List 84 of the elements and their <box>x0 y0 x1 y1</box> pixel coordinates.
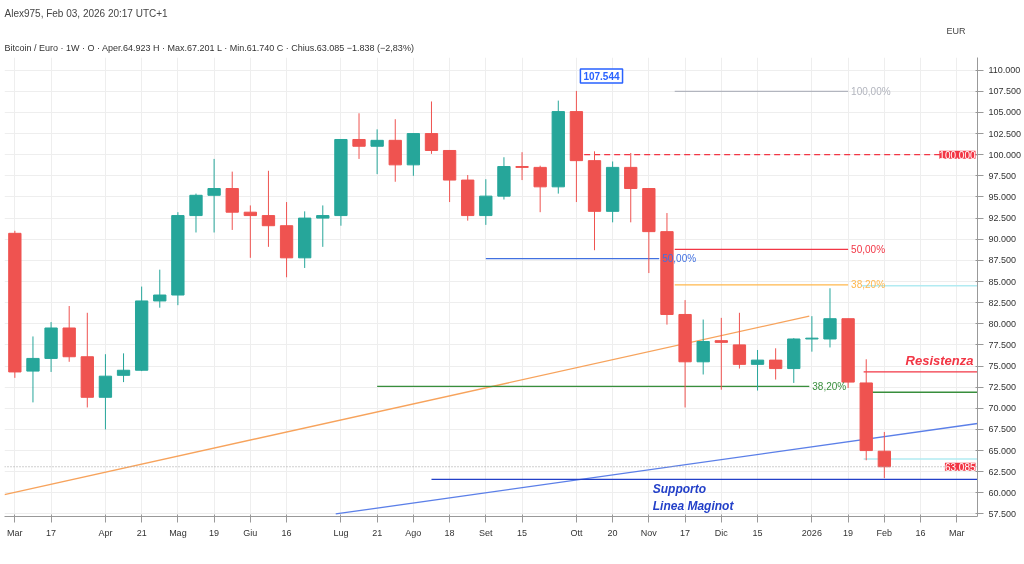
candlestick <box>225 171 239 231</box>
x-tick-label: 15 <box>517 527 528 538</box>
y-tick-label: 80.000 <box>988 318 1017 329</box>
y-tick-label: 57.500 <box>988 508 1017 519</box>
candlestick <box>207 158 221 233</box>
candlestick <box>116 352 131 383</box>
annotation: 100.000 <box>939 149 976 161</box>
y-tick-label: 62.500 <box>988 466 1017 477</box>
candlestick <box>189 193 203 233</box>
y-tick-label: 100.000 <box>988 149 1022 160</box>
candlestick <box>153 269 167 309</box>
series-label: 38,20% <box>812 380 847 392</box>
candlestick <box>370 128 384 175</box>
annotation: 107.544 <box>583 70 620 82</box>
candlestick <box>243 204 257 259</box>
y-tick-label: 70.000 <box>988 403 1017 414</box>
y-tick-label: 90.000 <box>988 234 1017 245</box>
y-tick-label: 65.000 <box>988 445 1017 456</box>
candlestick <box>732 312 747 370</box>
series-label: Resistenza <box>905 352 974 368</box>
x-tick-label: 2026 <box>801 527 822 538</box>
candlestick <box>424 100 439 155</box>
candlestick <box>805 315 819 353</box>
candlestick <box>26 335 40 403</box>
y-tick-label: 60.000 <box>988 487 1017 498</box>
y-tick-label: 72.500 <box>988 382 1017 393</box>
candlestick <box>624 152 638 223</box>
x-tick-label: 17 <box>46 527 57 538</box>
y-tick-label: 92.500 <box>988 213 1017 224</box>
y-tick-label: 75.000 <box>988 361 1017 372</box>
candlestick <box>877 431 891 479</box>
chart-title: Alex975, Feb 03, 2026 20:17 UTC+1 <box>4 7 169 19</box>
y-axis-title: EUR <box>946 25 966 36</box>
y-tick-label: 105.000 <box>988 107 1022 118</box>
candlestick <box>823 287 837 348</box>
candlestick <box>696 319 710 375</box>
y-tick-label: 102.500 <box>988 128 1022 139</box>
x-tick-label: Lug <box>333 527 349 538</box>
x-tick-label: 16 <box>915 527 926 538</box>
series-label: 38,20% <box>851 279 886 291</box>
x-tick-label: Giu <box>243 527 258 538</box>
x-tick-label: 18 <box>444 527 455 538</box>
y-tick-label: 82.500 <box>988 297 1017 308</box>
x-tick-label: Dic <box>714 527 729 538</box>
x-tick-label: 20 <box>607 527 618 538</box>
x-tick-label: Ott <box>570 527 583 538</box>
y-tick-label: 67.500 <box>988 424 1017 435</box>
candlestick <box>769 347 783 381</box>
candlestick <box>316 204 330 248</box>
series-label: 100,00% <box>851 85 891 97</box>
x-tick-label: 21 <box>136 527 147 538</box>
ref-line-label: 63.085 <box>944 461 976 473</box>
x-tick-label: Mar <box>7 527 23 538</box>
x-tick-label: 19 <box>209 527 220 538</box>
y-tick-label: 110.000 <box>988 65 1021 76</box>
candlestick <box>261 170 276 248</box>
x-tick-label: Feb <box>876 527 893 538</box>
y-tick-label: 97.500 <box>988 170 1017 181</box>
x-tick-label: 21 <box>372 527 383 538</box>
x-tick-label: Nov <box>640 527 658 538</box>
candlestick <box>352 112 366 160</box>
y-tick-label: 77.500 <box>988 339 1017 350</box>
chart-subtitle: Bitcoin / Euro · 1W · O · Aper.64.923 H · Max.67.201 L · Min.61.740 C · Chius.63.085 −1.838 (−2,83%) <box>4 42 414 53</box>
x-tick-label: 17 <box>680 527 691 538</box>
candlestick <box>479 178 493 226</box>
series-label: Supporto Linea Maginot <box>652 482 735 514</box>
x-tick-label: 16 <box>281 527 292 538</box>
x-tick-label: Mag <box>169 527 187 538</box>
candlestick <box>533 165 547 213</box>
y-tick-label: 107.500 <box>988 86 1022 97</box>
x-tick-label: 19 <box>843 527 854 538</box>
candlestick <box>98 353 113 430</box>
x-tick-label: Mar <box>949 527 965 538</box>
y-tick-label: 85.000 <box>988 276 1017 287</box>
x-tick-label: Apr <box>98 527 113 538</box>
x-tick-label: Ago <box>405 527 422 538</box>
y-tick-label: 87.500 <box>988 255 1017 266</box>
x-tick-label: 15 <box>752 527 763 538</box>
candlestick <box>750 349 765 392</box>
candlestick <box>515 151 529 181</box>
series-label: 50,00% <box>851 243 886 255</box>
x-tick-label: Set <box>479 527 494 538</box>
y-tick-label: 95.000 <box>988 191 1017 202</box>
candlestick <box>714 317 728 391</box>
